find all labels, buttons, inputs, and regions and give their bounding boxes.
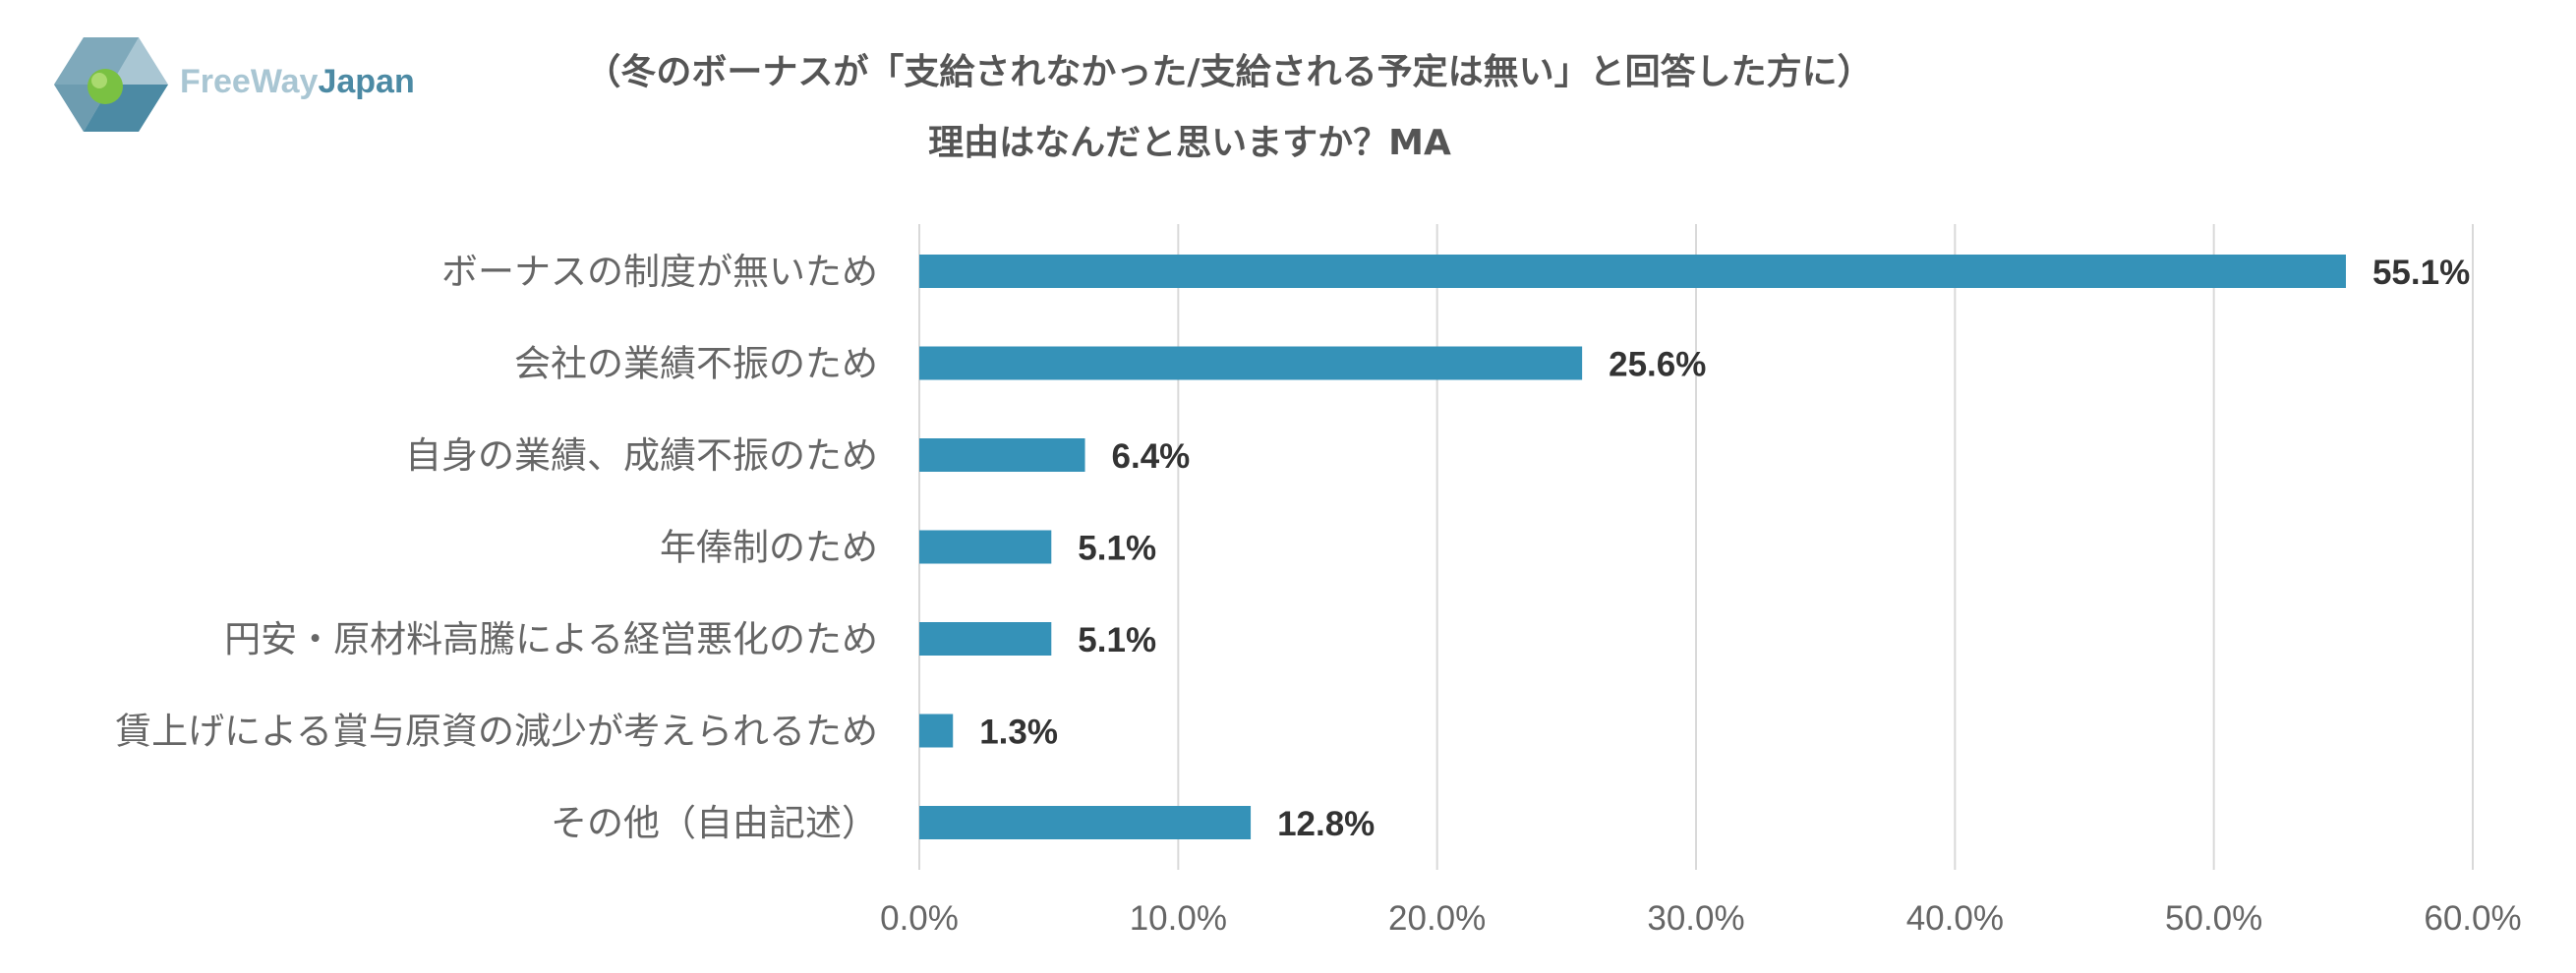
x-tick-label: 30.0%: [1647, 899, 1744, 938]
category-label: 自身の業績、成績不振のため: [405, 434, 878, 477]
logo-text-part2: Japan: [318, 63, 415, 100]
logo-text: FreeWayJapan: [180, 63, 415, 101]
logo: FreeWayJapan: [54, 37, 467, 136]
bar: [919, 438, 1085, 472]
category-label: 円安・原材料高騰による経営悪化のため: [224, 618, 878, 660]
bar: [919, 806, 1252, 839]
bar: [919, 255, 2346, 288]
data-label: 25.6%: [1609, 346, 1706, 384]
category-label: ボーナスの制度が無いため: [441, 251, 878, 293]
x-tick-label: 0.0%: [880, 899, 959, 938]
data-label: 5.1%: [1078, 530, 1156, 568]
x-tick-label: 50.0%: [2165, 899, 2262, 938]
data-label: 12.8%: [1277, 805, 1375, 843]
x-tick-label: 20.0%: [1388, 899, 1486, 938]
data-label: 5.1%: [1078, 621, 1156, 659]
category-label: その他（自由記述）: [551, 802, 878, 844]
x-tick-label: 10.0%: [1130, 899, 1227, 938]
chart-subtitle: 理由はなんだと思いますか？MA: [928, 123, 1451, 163]
category-label: 賃上げによる賞与原資の減少が考えられるため: [115, 711, 878, 753]
bar: [919, 530, 1052, 564]
data-label: 1.3%: [979, 714, 1058, 752]
data-label: 55.1%: [2372, 254, 2470, 292]
bar: [919, 622, 1052, 656]
logo-mark-icon: [54, 37, 168, 132]
data-label: 6.4%: [1112, 437, 1191, 476]
x-tick-label: 60.0%: [2424, 899, 2521, 938]
logo-text-part1: FreeWay: [180, 63, 319, 100]
chart-title: （冬のボーナスが「支給されなかった/支給される予定は無い」と回答した方に）: [585, 52, 1873, 92]
bar: [919, 714, 954, 748]
category-label: 会社の業績不振のため: [514, 343, 878, 385]
bar: [919, 346, 1583, 380]
x-tick-label: 40.0%: [1906, 899, 2004, 938]
category-label: 年俸制のため: [660, 527, 878, 569]
